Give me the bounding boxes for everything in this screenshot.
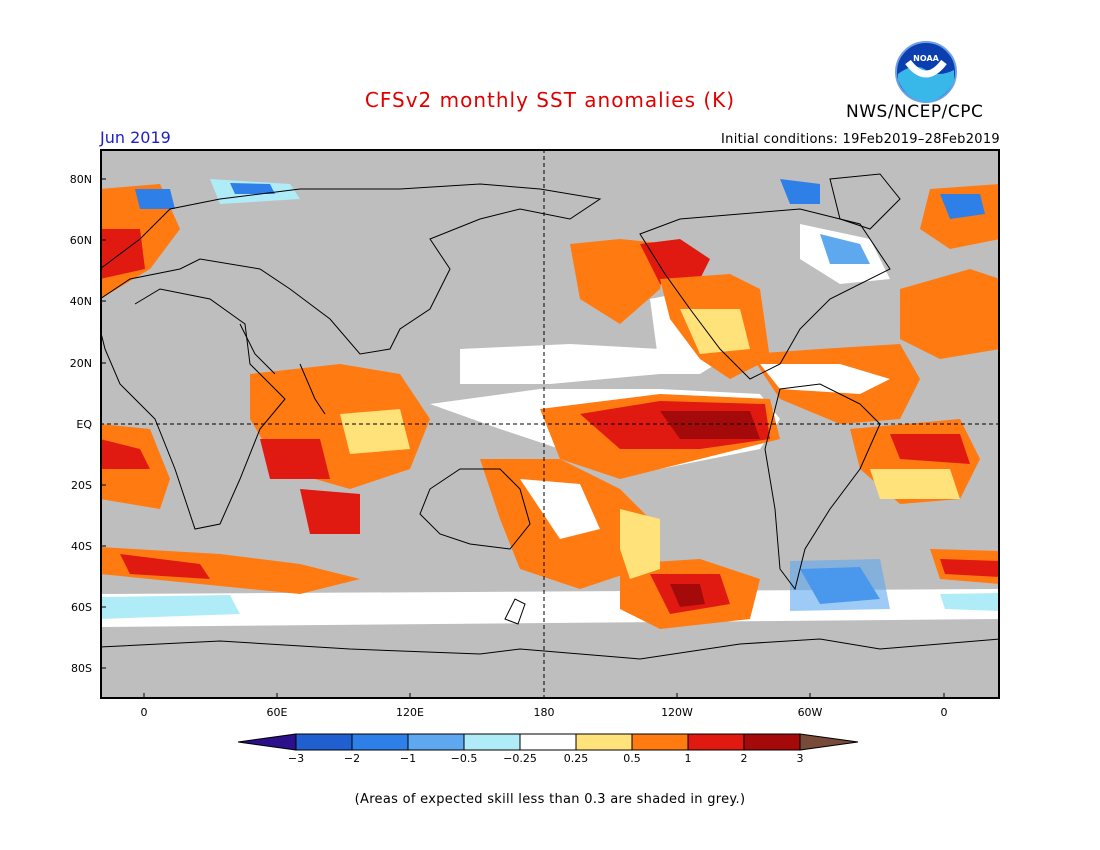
lon-label-0-west: 0 [140, 706, 148, 719]
southwest-pacific-white [520, 479, 600, 539]
footnote: (Areas of expected skill less than 0.3 a… [354, 792, 746, 807]
colorbar-label: 0.25 [563, 752, 589, 765]
svg-text:NOAA: NOAA [913, 54, 939, 63]
colorbar-bin [296, 734, 352, 750]
india-outline [299, 363, 326, 415]
colorbar-label: −0.25 [503, 752, 537, 765]
lon-label-0-east: 0 [940, 706, 948, 719]
anomaly-shading [100, 179, 1000, 629]
north-pacific-orange-west [570, 239, 670, 324]
southern-ocean-white-band [100, 589, 1000, 627]
agency-label: NWS/NCEP/CPC [846, 102, 984, 122]
indian-ocean-red-south [260, 439, 330, 479]
australia-outline [419, 468, 531, 550]
southern-ocean-red-east [940, 559, 1000, 577]
map-title: CFSv2 monthly SST anomalies (K) [364, 88, 736, 112]
coastlines [100, 173, 1000, 660]
arabia-outline [239, 323, 276, 375]
southern-ocean-light-blue-east [940, 593, 1000, 611]
south-pacific-dark-red [670, 584, 705, 607]
south-atlantic-yellow [870, 469, 960, 499]
lat-label-80s: 80S [71, 662, 92, 675]
eurasia-outline [100, 183, 602, 355]
south-america-outline [764, 383, 881, 591]
indian-ocean-red-southeast [300, 489, 360, 534]
arctic-blue-west [135, 189, 175, 209]
africa-outline [100, 288, 286, 530]
map-frame [100, 149, 1000, 699]
colorbar [238, 733, 859, 751]
lon-label-180: 180 [533, 706, 555, 719]
colorbar-arrow-high [800, 734, 858, 750]
tropical-atlantic-white [760, 364, 890, 394]
lon-label-120w: 120W [661, 706, 693, 719]
lon-label-60w: 60W [797, 706, 823, 719]
northwest-atlantic-blue [820, 234, 870, 264]
colorbar-bin [576, 734, 632, 750]
sst-anomaly-map [100, 149, 1000, 699]
colorbar-bin [520, 734, 576, 750]
south-pacific-yellow [620, 509, 660, 579]
greenland-outline [829, 173, 901, 230]
initial-conditions: Initial conditions: 19Feb2019–28Feb2019 [721, 132, 1000, 147]
colorbar-arrow-low [238, 734, 296, 750]
lat-label-40s: 40S [71, 540, 92, 553]
forecast-period: Jun 2019 [100, 128, 171, 147]
northeast-pacific-yellow [680, 309, 750, 354]
north-pacific-white [460, 344, 660, 384]
north-atlantic-orange [900, 269, 1000, 359]
new-zealand-outline [504, 598, 526, 625]
south-atlantic-red [890, 434, 970, 464]
southern-ocean-light-blue-west [100, 595, 240, 619]
antarctica-outline [100, 638, 1000, 660]
colorbar-bin [688, 734, 744, 750]
barents-red [100, 229, 145, 279]
colorbar-label: −1 [399, 752, 417, 765]
colorbar-label: 2 [740, 752, 748, 765]
colorbar-label: 1 [684, 752, 692, 765]
lat-label-40n: 40N [69, 295, 92, 308]
southeast-atlantic-red [100, 439, 150, 469]
pacific-dark-red-core [660, 411, 760, 439]
southern-ocean-orange-west [100, 547, 360, 594]
norwegian-sea-blue [940, 194, 985, 219]
colorbar-bin [744, 734, 800, 750]
colorbar-label: −0.5 [450, 752, 478, 765]
colorbar-label: −3 [287, 752, 305, 765]
south-atlantic-light-blue [790, 559, 890, 611]
lat-label-80n: 80N [69, 173, 92, 186]
noaa-logo: NOAA [894, 40, 958, 108]
colorbar-bin [408, 734, 464, 750]
colorbar-label: 3 [796, 752, 804, 765]
north-america-outline [639, 208, 891, 380]
arctic-blue-central [230, 183, 275, 194]
arctic-blue-east [780, 179, 820, 204]
lat-label-60s: 60S [71, 601, 92, 614]
colorbar-bin [464, 734, 520, 750]
lat-label-60n: 60N [69, 234, 92, 247]
lat-label-20n: 20N [69, 357, 92, 370]
colorbar-bin [632, 734, 688, 750]
lon-label-120e: 120E [396, 706, 424, 719]
lat-label-20s: 20S [71, 479, 92, 492]
indian-ocean-yellow [340, 409, 410, 454]
lat-label-eq: EQ [76, 418, 92, 431]
gulf-of-alaska-red [640, 239, 710, 284]
colorbar-bin [352, 734, 408, 750]
colorbar-label: −2 [343, 752, 361, 765]
southern-ocean-red-west [120, 554, 210, 579]
lon-label-60e: 60E [266, 706, 288, 719]
colorbar-label: 0.5 [623, 752, 641, 765]
